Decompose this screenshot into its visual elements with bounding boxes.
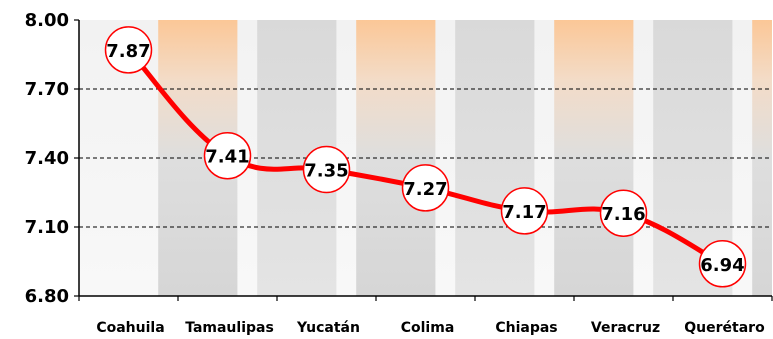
data-label: 7.35 <box>304 161 348 182</box>
x-tick-label: Tamaulipas <box>185 320 274 336</box>
data-point-marker <box>203 131 252 180</box>
x-tick-label: Chiapas <box>495 320 557 336</box>
x-tick-label: Yucatán <box>296 320 360 336</box>
y-tick-label: 7.40 <box>25 148 69 169</box>
data-point-marker <box>698 240 747 288</box>
column-band <box>752 20 772 296</box>
data-point-marker <box>599 189 648 237</box>
x-tick-label: Colima <box>401 320 455 336</box>
x-tick-label: Querétaro <box>684 320 765 336</box>
y-tick-label: 7.70 <box>25 79 69 100</box>
data-label: 7.16 <box>601 204 645 225</box>
y-tick-label: 7.10 <box>25 217 69 238</box>
data-label: 7.41 <box>205 147 249 168</box>
data-label: 7.27 <box>403 179 447 200</box>
data-label: 6.94 <box>700 255 744 276</box>
data-point-marker <box>401 164 450 212</box>
x-tick-label: Veracruz <box>591 320 660 336</box>
data-label: 7.17 <box>502 202 546 223</box>
y-tick-label: 6.80 <box>25 286 69 307</box>
x-tick-label: Coahuila <box>96 320 164 336</box>
data-label: 7.87 <box>106 41 150 62</box>
y-tick-label: 8.00 <box>25 10 69 31</box>
data-point-marker <box>104 26 153 74</box>
data-point-marker <box>302 145 351 194</box>
data-point-marker <box>500 187 549 235</box>
